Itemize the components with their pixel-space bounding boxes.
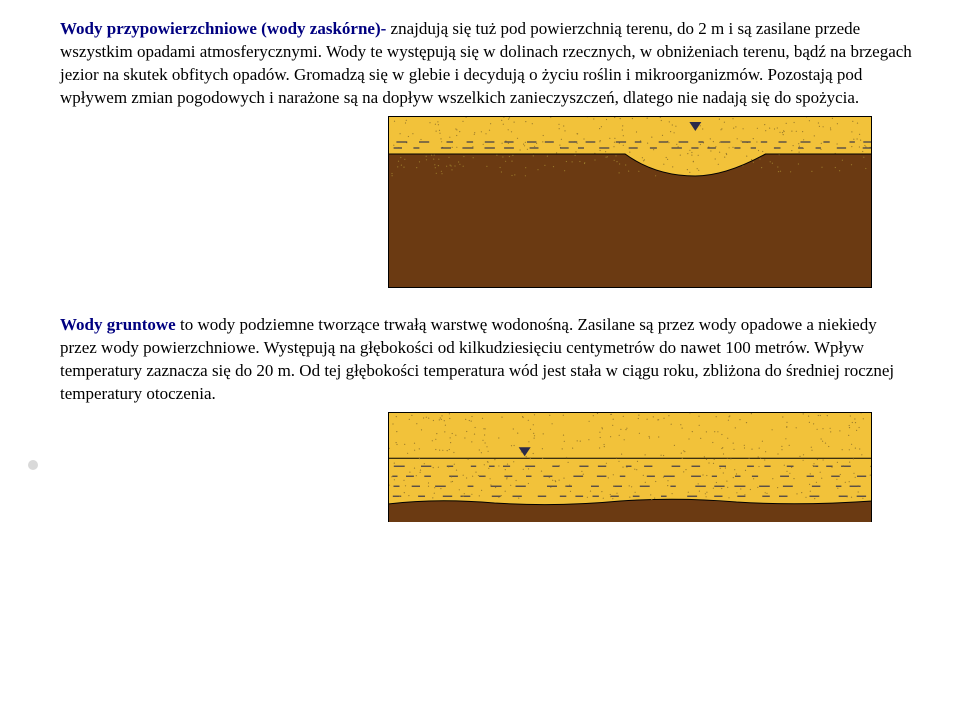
paragraph-subsurface-water: Wody przypowierzchniowe (wody zaskórne)-… <box>60 18 912 110</box>
diagram-groundwater-wrap <box>60 412 912 522</box>
slide-bullet-icon <box>28 460 38 470</box>
term-groundwater: Wody gruntowe <box>60 315 176 334</box>
body-groundwater: to wody podziemne tworzące trwałą warstw… <box>60 315 894 403</box>
paragraph-groundwater: Wody gruntowe to wody podziemne tworzące… <box>60 314 912 406</box>
diagram-groundwater <box>388 412 872 522</box>
diagram-subsurface-wrap <box>60 116 912 288</box>
diagram-subsurface <box>388 116 872 288</box>
term-subsurface: Wody przypowierzchniowe (wody zaskórne)- <box>60 19 386 38</box>
